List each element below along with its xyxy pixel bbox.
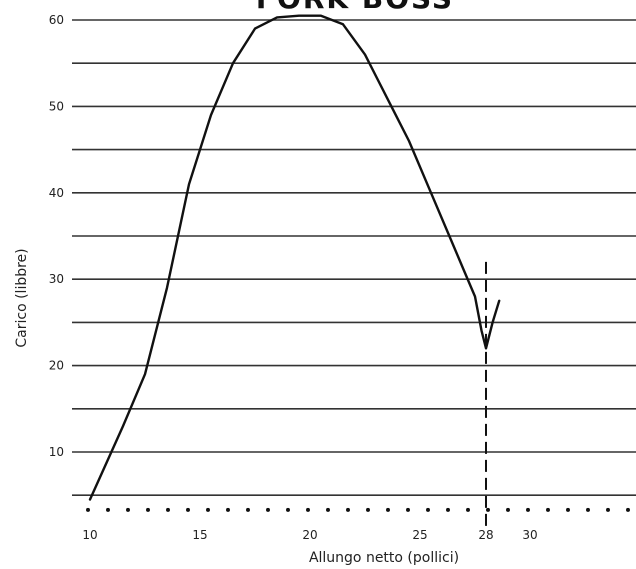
y-tick-label: 10 (49, 445, 64, 459)
gridlines (72, 19, 636, 497)
load-curve (88, 14, 501, 501)
x-tick-label: 10 (82, 528, 97, 542)
x-tick-label: 28 (478, 528, 493, 542)
x-tick-label: 15 (192, 528, 207, 542)
x-tick-label: 20 (302, 528, 317, 542)
x-tick-label: 25 (412, 528, 427, 542)
x-axis-title: Allungo netto (pollici) (309, 550, 459, 566)
y-axis-title: Carico (libbre) (14, 248, 30, 347)
y-tick-label: 50 (49, 99, 64, 113)
y-tick-label: 20 (49, 359, 64, 373)
y-tick-label: 40 (49, 186, 64, 200)
x-tick-labels: 10 15 20 25 28 30 (82, 528, 537, 542)
chart-title: FORK BOSS (256, 0, 454, 15)
y-tick-labels: 10 20 30 40 50 60 (49, 13, 64, 459)
y-tick-label: 30 (49, 272, 64, 286)
x-tick-label: 30 (522, 528, 537, 542)
y-tick-label: 60 (49, 13, 64, 27)
